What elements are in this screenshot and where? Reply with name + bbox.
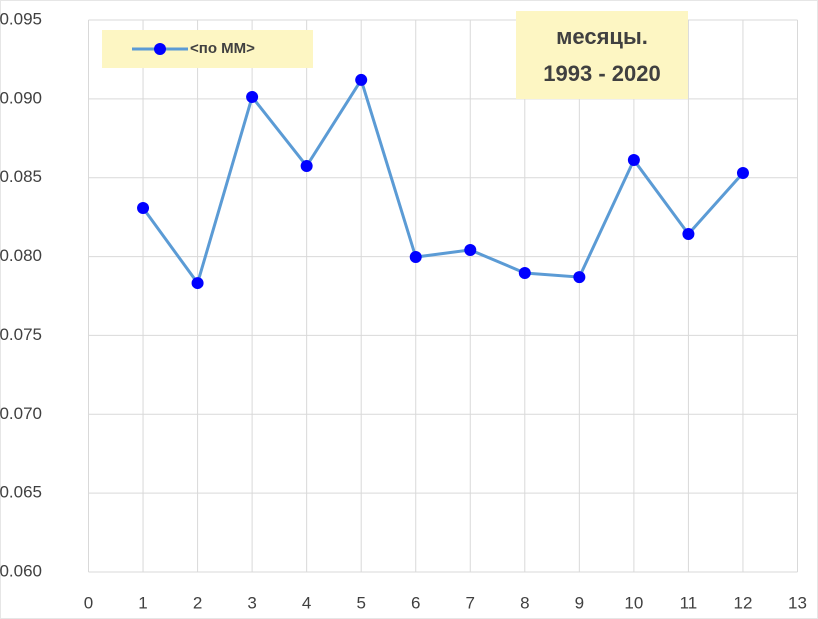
x-tick-label: 11 [680,593,698,612]
x-tick-label: 13 [788,593,807,612]
marker [736,166,749,179]
y-tick-label: 0.090 [0,88,42,107]
y-tick-label: 0.080 [0,246,42,265]
y-tick-label: 0.065 [0,483,42,502]
x-tick-label: 12 [734,593,753,612]
x-tick-label: 2 [193,593,202,612]
y-tick-label: 0.085 [0,167,42,186]
legend-marker [154,43,166,55]
y-tick-label: 0.060 [0,561,42,580]
marker [355,73,368,86]
marker [627,154,640,167]
y-tick-label: 0.070 [0,404,42,423]
x-tick-label: 8 [520,593,529,612]
series-line [141,76,745,287]
marker [682,228,695,241]
x-tick-label: 1 [138,593,147,612]
marker [409,251,422,264]
x-tick-label: 7 [466,593,475,612]
y-tick-label: 0.075 [0,325,42,344]
x-tick-label: 0 [84,593,93,612]
marker [573,271,586,284]
y-tick-label: 0.095 [0,9,42,28]
annotation: 1993 - 2020 [543,61,660,86]
marker [191,277,204,290]
x-tick-label: 6 [411,593,420,612]
marker [300,160,313,173]
x-tick-label: 5 [356,593,365,612]
x-tick-label: 4 [302,593,311,612]
x-tick-label: 10 [624,593,643,612]
x-tick-label: 3 [247,593,256,612]
annotation: месяцы. [556,24,648,49]
marker [246,90,259,103]
legend-label: <по ММ> [190,40,255,57]
x-tick-label: 9 [575,593,584,612]
marker [137,201,150,214]
annotation-box [516,11,688,99]
marker [518,266,531,279]
marker [464,243,477,256]
